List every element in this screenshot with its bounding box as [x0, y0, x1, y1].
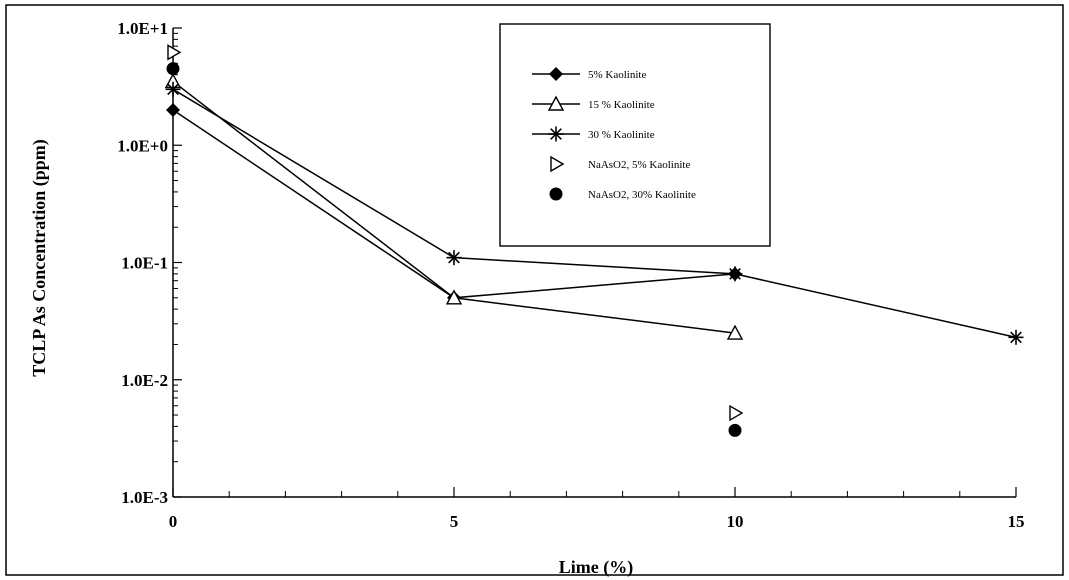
- legend-item: 5% Kaolinite: [532, 67, 646, 81]
- data-point: [166, 102, 180, 117]
- legend-label: NaAsO2, 5% Kaolinite: [588, 159, 690, 171]
- legend-item: NaAsO2, 5% Kaolinite: [550, 155, 690, 173]
- y-axis-title: TCLP As Concentration (ppm): [29, 139, 50, 377]
- asterisk-stroke: [167, 83, 179, 96]
- axis-labels: Lime (%) TCLP As Concentration (ppm): [29, 139, 633, 578]
- legend-item: 30 % Kaolinite: [532, 126, 655, 142]
- y-tick-label: 1.0E-3: [121, 488, 168, 507]
- data-point: [165, 81, 181, 97]
- y-tick-label: 1.0E-1: [121, 254, 168, 273]
- series-4: [167, 44, 744, 422]
- x-tick-label: 0: [169, 512, 178, 531]
- outer-border: [5, 4, 1064, 576]
- legend-label: NaAsO2, 30% Kaolinite: [588, 189, 696, 201]
- legend-box: [499, 23, 771, 247]
- series-2: [164, 72, 744, 340]
- data-point: [1008, 329, 1024, 345]
- data-point: [727, 266, 743, 282]
- data-point: [445, 289, 463, 305]
- legend-marker: [549, 67, 563, 81]
- data-point: [167, 44, 182, 61]
- data-point: [726, 324, 744, 340]
- series-line: [172, 88, 1017, 339]
- asterisk-stroke: [448, 251, 460, 264]
- data-point: [446, 250, 462, 266]
- legend-item: NaAsO2, 30% Kaolinite: [549, 187, 696, 201]
- asterisk-stroke: [550, 128, 562, 140]
- legend-marker: [550, 155, 565, 173]
- x-tick-label: 10: [727, 512, 744, 531]
- series-3: [165, 81, 1024, 345]
- legend-label: 15 % Kaolinite: [588, 99, 655, 111]
- y-tick-label: 1.0E+1: [117, 19, 168, 38]
- y-tick-label: 1.0E+0: [117, 136, 168, 155]
- x-tick-label: 15: [1008, 512, 1025, 531]
- legend-marker: [548, 126, 564, 142]
- series-5: [166, 62, 742, 437]
- legend-marker: [547, 95, 565, 111]
- y-tick-label: 1.0E-2: [121, 371, 168, 390]
- data-point: [728, 423, 742, 437]
- legend-label: 5% Kaolinite: [588, 69, 646, 81]
- data-point: [166, 62, 180, 76]
- x-tick-label: 5: [450, 512, 459, 531]
- x-axis-title: Lime (%): [559, 557, 633, 578]
- asterisk-stroke: [729, 267, 741, 280]
- asterisk-stroke: [1010, 331, 1022, 344]
- data-point: [729, 404, 744, 422]
- legend-label: 30 % Kaolinite: [588, 129, 655, 141]
- legend-marker: [549, 187, 563, 201]
- legend-item: 15 % Kaolinite: [532, 95, 655, 111]
- legend: 5% Kaolinite 15 % Kaolinite 30 % Kaolinite…: [499, 23, 771, 247]
- series-layer: [164, 44, 1024, 437]
